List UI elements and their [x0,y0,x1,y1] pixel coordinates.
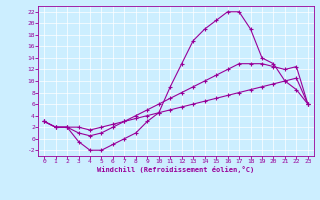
X-axis label: Windchill (Refroidissement éolien,°C): Windchill (Refroidissement éolien,°C) [97,166,255,173]
